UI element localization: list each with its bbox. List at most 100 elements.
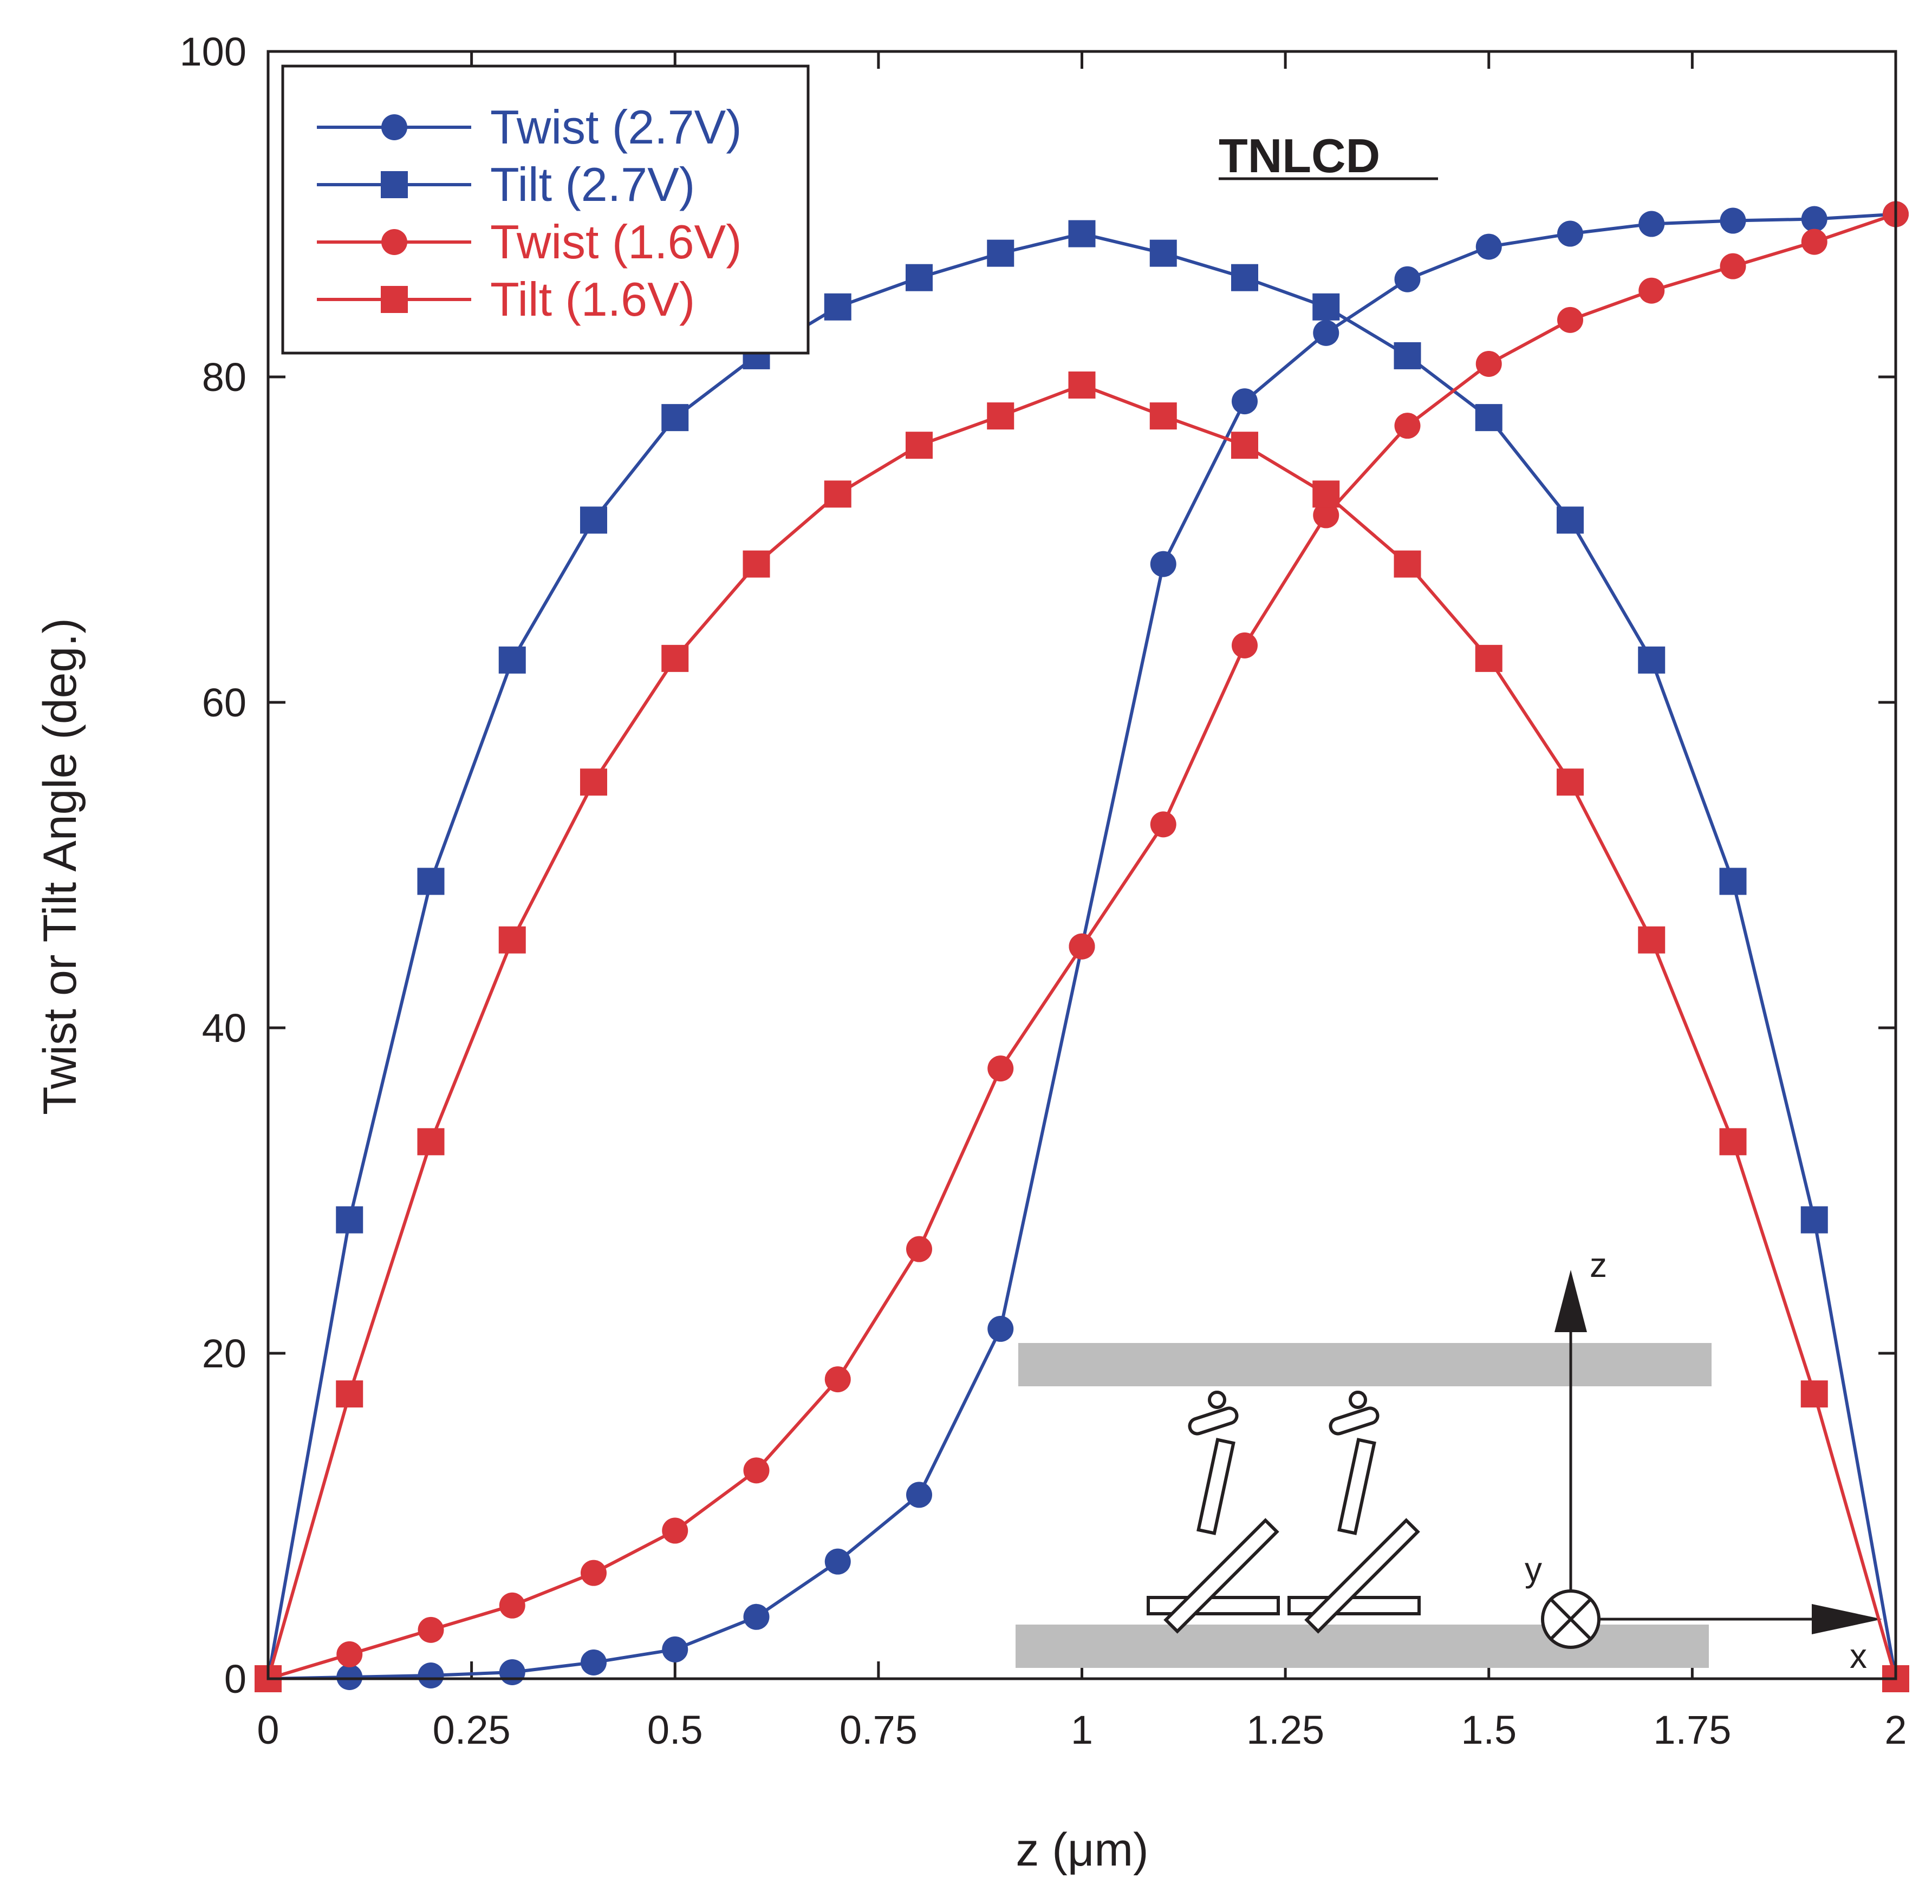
data-point [661, 404, 689, 432]
data-point [1394, 413, 1421, 439]
data-point [1475, 350, 1502, 377]
data-point [661, 644, 689, 672]
legend-marker [381, 114, 407, 140]
inset-lc-diagram: z y x [1016, 1246, 1882, 1675]
lc-molecules-left [1147, 1391, 1280, 1634]
x-arrow-head [1812, 1604, 1882, 1634]
series-twist-1-6v [255, 201, 1909, 1692]
data-point [1638, 211, 1665, 237]
lc-molecules-right [1287, 1391, 1421, 1634]
data-point [1475, 644, 1502, 672]
data-point [987, 239, 1014, 267]
data-point [1394, 550, 1421, 578]
y-tick-label: 40 [202, 1006, 246, 1051]
data-point [580, 768, 607, 796]
data-point [662, 1636, 688, 1662]
legend-entry: Tilt (2.7V) [317, 158, 695, 211]
data-point [824, 1366, 851, 1393]
data-point [581, 1560, 607, 1586]
data-point [1312, 293, 1340, 321]
y-tick-label: 60 [202, 680, 246, 725]
legend-marker [381, 171, 408, 198]
data-point [1557, 220, 1583, 247]
data-point [1231, 264, 1258, 291]
data-point [1232, 632, 1258, 658]
x-tick-label: 0.75 [840, 1707, 918, 1752]
y-tick-label: 20 [202, 1331, 246, 1376]
y-tick-label: 80 [202, 355, 246, 400]
data-point [580, 506, 607, 534]
top-substrate [1018, 1343, 1712, 1386]
data-point [1150, 811, 1176, 838]
data-point [418, 1616, 444, 1643]
data-point [417, 868, 445, 895]
inset-z-label: z [1590, 1246, 1607, 1284]
inset-y-label: y [1525, 1550, 1542, 1589]
data-point [1069, 933, 1095, 960]
data-point [987, 1055, 1014, 1082]
data-point [1800, 1206, 1828, 1234]
data-point [743, 1603, 770, 1630]
legend-entry: Twist (2.7V) [317, 100, 742, 154]
data-point [499, 1659, 525, 1685]
data-point [824, 1548, 851, 1575]
legend-entries: Twist (2.7V)Tilt (2.7V)Twist (1.6V)Tilt … [317, 100, 742, 326]
data-point [418, 1662, 444, 1688]
legend-label: Twist (2.7V) [490, 100, 742, 154]
x-tick-label: 1.5 [1461, 1707, 1517, 1752]
series-tilt-2-7v [255, 220, 1909, 1692]
data-point [1720, 253, 1746, 279]
data-point [1150, 551, 1176, 577]
x-tick-label: 1.75 [1653, 1707, 1731, 1752]
series-tilt-1-6v [255, 371, 1909, 1692]
bottom-substrate [1016, 1625, 1709, 1668]
data-point [1475, 404, 1502, 432]
y-tick-label: 100 [180, 29, 246, 74]
x-tick-label: 0.5 [647, 1707, 703, 1752]
data-point [743, 550, 770, 578]
data-point [336, 1206, 363, 1234]
data-point [1801, 206, 1827, 232]
data-point [1801, 229, 1827, 255]
data-point [906, 432, 933, 459]
data-point [498, 926, 526, 954]
data-point [499, 1592, 525, 1619]
data-point [1394, 342, 1421, 369]
inset-x-label: x [1850, 1636, 1867, 1675]
data-point [1068, 220, 1096, 247]
data-point [1719, 1128, 1747, 1156]
x-tick-label: 1.25 [1246, 1707, 1324, 1752]
data-point [1557, 307, 1583, 333]
data-point [336, 1380, 363, 1408]
y-axis-label: Twist or Tilt Angle (deg.) [34, 618, 86, 1115]
data-point [1313, 319, 1339, 346]
data-point [1312, 480, 1340, 508]
legend: Twist (2.7V)Tilt (2.7V)Twist (1.6V)Tilt … [281, 64, 810, 355]
legend-label: Tilt (2.7V) [490, 158, 695, 211]
data-point [1800, 1380, 1828, 1408]
legend-label: Tilt (1.6V) [490, 272, 695, 326]
data-point [824, 293, 851, 321]
data-point [1719, 868, 1747, 895]
data-point [1068, 371, 1096, 399]
x-tick-label: 0.25 [433, 1707, 511, 1752]
x-tick-label: 0 [257, 1707, 279, 1752]
data-point [906, 1236, 932, 1262]
data-point [336, 1664, 363, 1690]
y-tick-label: 0 [224, 1657, 246, 1701]
data-point [906, 1482, 932, 1508]
z-arrow-head [1554, 1270, 1587, 1332]
data-point [662, 1517, 688, 1544]
data-point [1557, 506, 1584, 534]
data-point [1638, 277, 1665, 304]
data-point [1231, 432, 1258, 459]
data-point [1149, 402, 1177, 430]
legend-marker [381, 286, 408, 313]
data-point [1394, 266, 1421, 292]
x-axis-label: z (μm) [1016, 1824, 1148, 1876]
coordinate-axes [1541, 1270, 1882, 1649]
data-point [824, 480, 851, 508]
legend-box [281, 64, 810, 355]
